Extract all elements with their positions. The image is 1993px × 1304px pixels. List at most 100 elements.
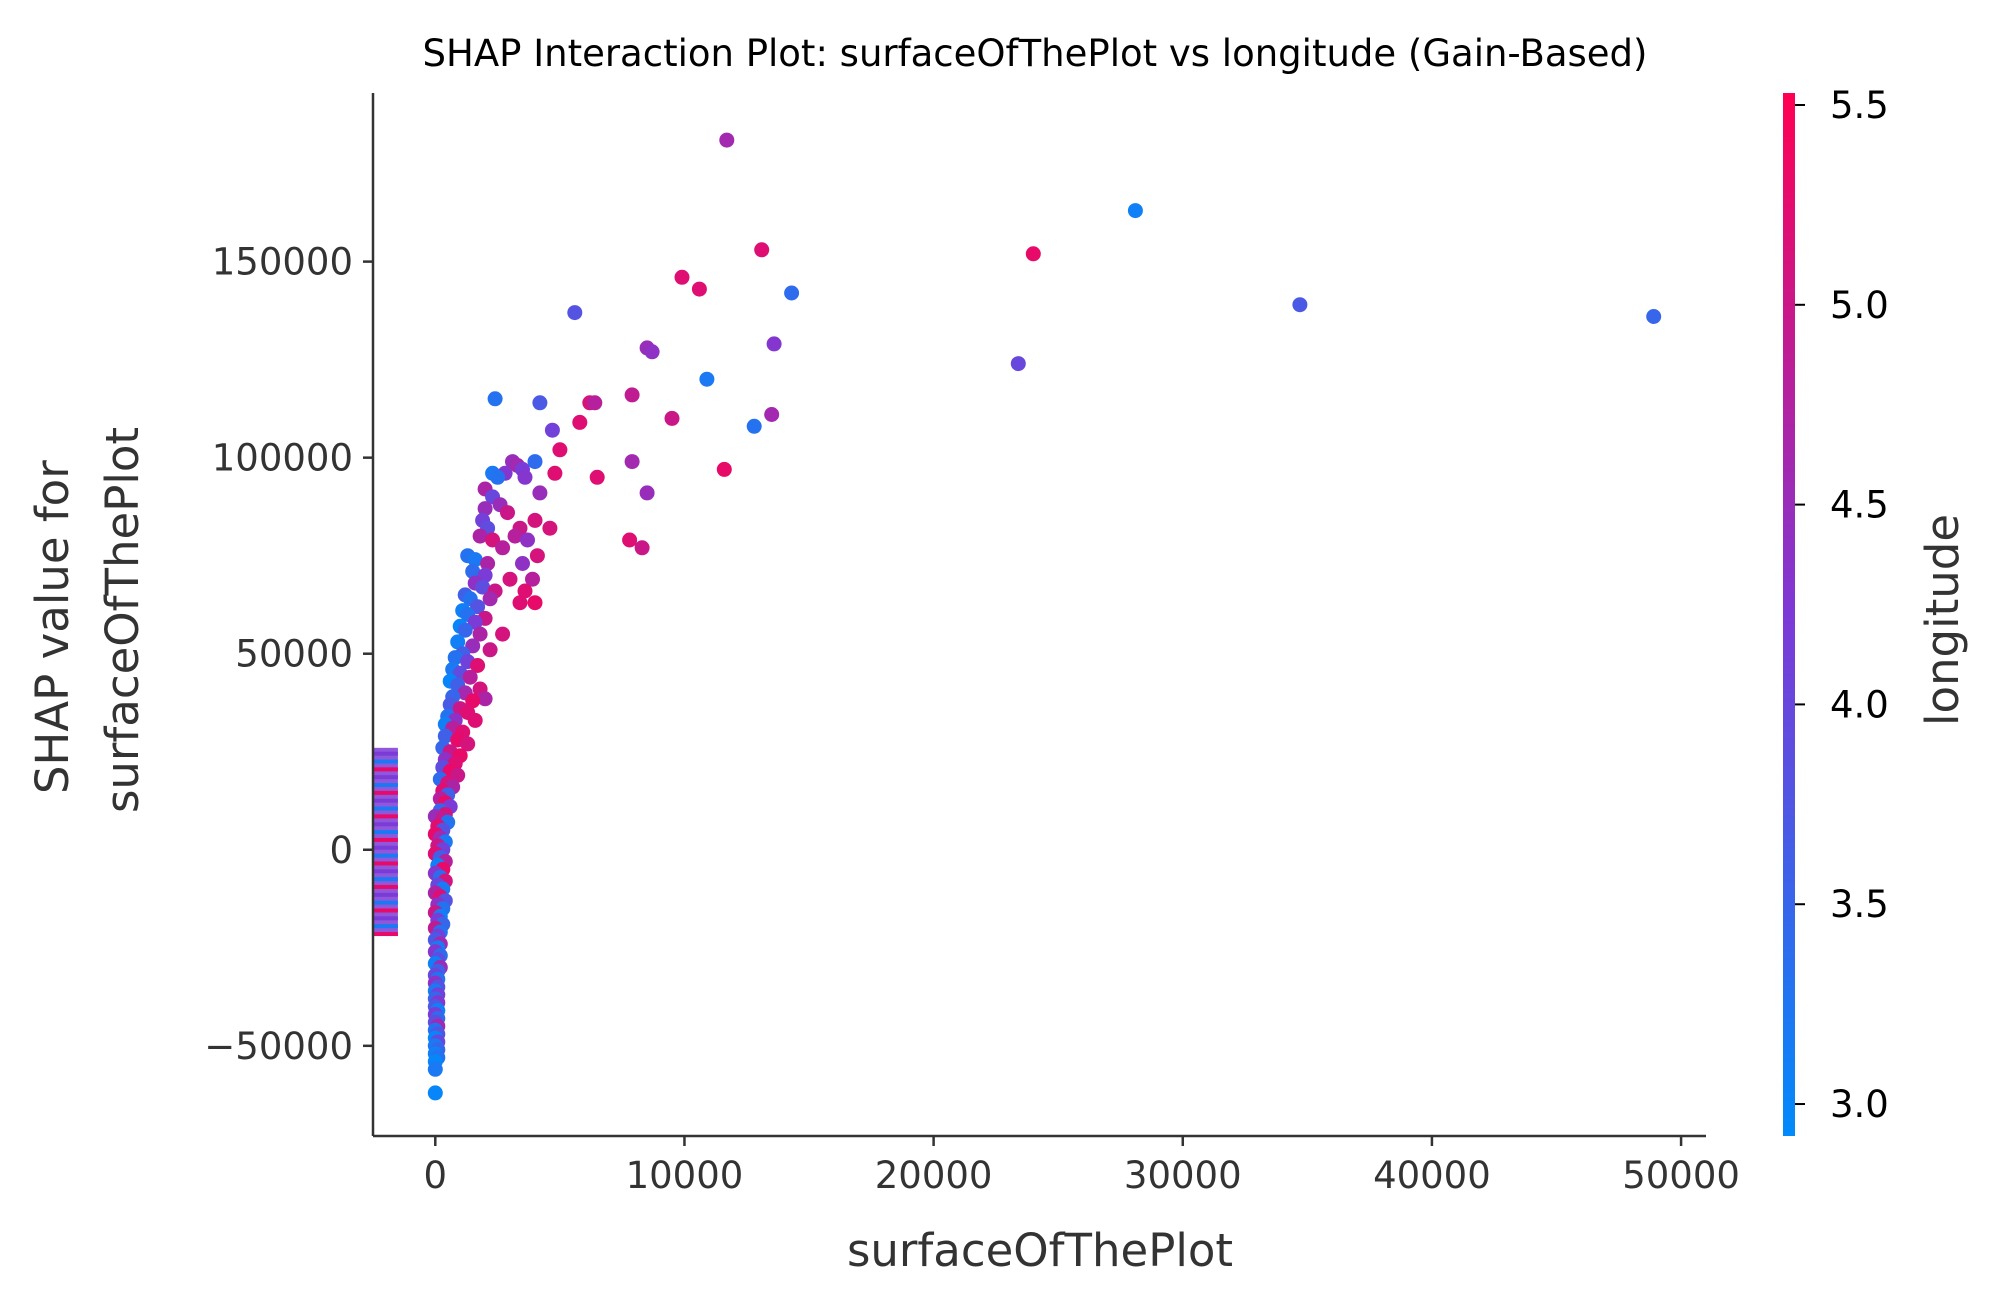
scatter-point <box>527 454 543 470</box>
scatter-point <box>482 642 498 658</box>
scatter-point <box>542 520 558 536</box>
x-tick-label: 50000 <box>1622 1154 1740 1197</box>
chart-title: SHAP Interaction Plot: surfaceOfThePlot … <box>423 32 1648 75</box>
colorbar-tick-label: 5.0 <box>1830 284 1889 327</box>
scatter-point <box>1127 203 1143 219</box>
scatter-point <box>624 454 640 470</box>
scatter-point <box>589 469 605 485</box>
missing-strip-band <box>373 853 398 858</box>
scatter-point <box>527 595 543 611</box>
x-tick-label: 0 <box>424 1154 448 1197</box>
missing-strip-band <box>373 877 398 882</box>
scatter-point <box>587 395 603 411</box>
colorbar-tick-label: 4.0 <box>1830 683 1889 726</box>
scatter-point <box>467 614 483 630</box>
missing-strip-band <box>373 861 398 866</box>
missing-strip-band <box>373 908 398 913</box>
scatter-point <box>472 528 488 544</box>
scatter-point <box>495 540 511 556</box>
scatter-point <box>547 465 563 481</box>
missing-strip-band <box>373 932 398 937</box>
colorbar-tick-label: 3.0 <box>1830 1083 1889 1126</box>
missing-strip-band <box>373 806 398 811</box>
colorbar-gradient <box>1783 93 1795 1136</box>
plot-area <box>373 132 1662 1101</box>
scatter-point <box>490 469 506 485</box>
scatter-point <box>462 669 478 685</box>
x-axis-title: surfaceOfThePlot <box>847 1224 1233 1277</box>
scatter-point <box>477 501 493 517</box>
scatter-point <box>552 442 568 458</box>
y-axis-title-line-2: surfaceOfThePlot <box>96 427 149 813</box>
y-axis-title: SHAP value for surfaceOfThePlot <box>26 427 149 813</box>
scatter-point <box>520 532 535 548</box>
missing-strip-band <box>373 814 398 819</box>
colorbar-ticks: 3.0 3.5 4.0 4.5 5.0 5.5 <box>1795 84 1889 1126</box>
scatter-point <box>634 540 650 556</box>
scatter-point <box>515 556 530 571</box>
scatter-point <box>754 242 770 258</box>
missing-strip-band <box>373 884 398 889</box>
missing-strip-band <box>373 751 398 756</box>
scatter-point <box>532 395 548 411</box>
scatter-point <box>716 461 732 477</box>
scatter-point <box>502 571 518 587</box>
scatter-point <box>532 485 548 501</box>
scatter-point <box>460 736 476 752</box>
missing-strip-band <box>373 837 398 842</box>
scatter-point <box>664 410 680 426</box>
scatter-point <box>784 285 800 301</box>
scatter-point <box>746 418 762 434</box>
missing-strip-band <box>373 845 398 850</box>
scatter-point <box>470 658 486 673</box>
colorbar-tick-label: 4.5 <box>1830 484 1889 527</box>
y-axis-title-line-1: SHAP value for <box>26 460 79 794</box>
missing-strip-band <box>373 916 398 921</box>
scatter-point <box>544 422 560 438</box>
colorbar: 3.0 3.5 4.0 4.5 5.0 5.5 longitude <box>1783 84 1969 1136</box>
x-tick-label: 10000 <box>626 1154 744 1197</box>
y-tick-label: −50000 <box>204 1025 353 1068</box>
scatter-point <box>624 387 640 403</box>
y-tick-label: 150000 <box>212 241 353 284</box>
colorbar-tick-label: 3.5 <box>1830 883 1889 926</box>
missing-strip-band <box>373 822 398 827</box>
scatter-point <box>517 469 533 485</box>
scatter-point <box>447 650 463 666</box>
scatter-point <box>477 691 493 707</box>
x-tick-label: 40000 <box>1373 1154 1491 1197</box>
scatter-point <box>674 269 690 285</box>
scatter-point <box>427 1085 443 1101</box>
scatter-point <box>457 622 473 638</box>
scatter-point <box>719 132 735 148</box>
missing-strip-band <box>373 775 398 780</box>
scatter-point <box>480 556 496 571</box>
missing-strip-band <box>373 892 398 897</box>
scatter-point <box>472 626 488 642</box>
scatter-point <box>482 591 498 607</box>
scatter-point <box>529 548 545 564</box>
scatter-point <box>639 485 655 501</box>
x-tick-label: 30000 <box>1124 1154 1242 1197</box>
scatter-point <box>467 712 483 728</box>
missing-strip-band <box>373 759 398 764</box>
scatter-point <box>487 391 503 407</box>
scatter-point <box>691 281 707 297</box>
scatter-point <box>572 414 588 430</box>
scatter-points <box>427 132 1662 1101</box>
missing-strip-band <box>373 900 398 905</box>
colorbar-tick-label: 5.5 <box>1830 84 1889 127</box>
missing-strip-band <box>373 924 398 929</box>
x-tick-label: 20000 <box>875 1154 993 1197</box>
scatter-point <box>764 407 780 422</box>
scatter-point <box>1646 309 1662 324</box>
colorbar-label: longitude <box>1916 514 1969 726</box>
missing-strip-band <box>373 767 398 772</box>
scatter-point <box>465 693 481 709</box>
scatter-point <box>507 528 523 544</box>
missing-strip-band <box>373 798 398 803</box>
scatter-point <box>699 371 715 387</box>
x-ticks: 0 10000 20000 30000 40000 50000 <box>424 1136 1740 1197</box>
scatter-point <box>512 595 528 611</box>
